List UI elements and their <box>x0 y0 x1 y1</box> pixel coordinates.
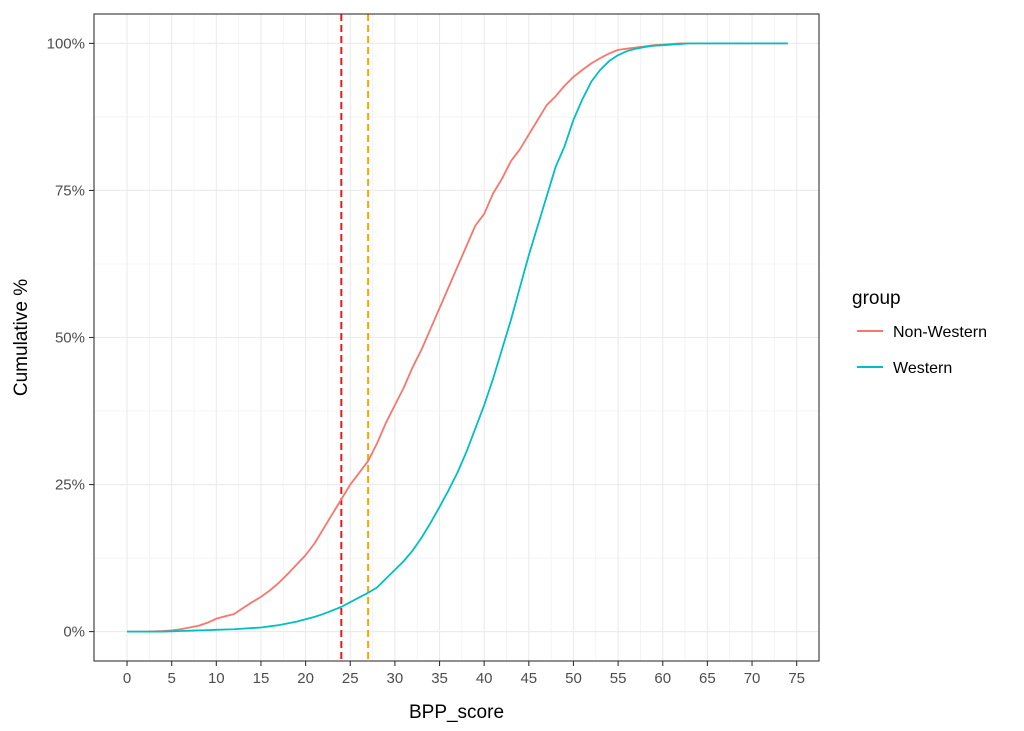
x-tick-label: 25 <box>342 670 359 687</box>
x-tick-label: 30 <box>387 670 404 687</box>
x-tick-label: 60 <box>654 670 671 687</box>
x-axis-ticks: 0 5 10 15 20 25 30 35 40 45 50 55 60 65 70 75 <box>123 661 805 687</box>
y-tick-label: 50% <box>55 330 85 347</box>
legend: group Non-Western Western <box>852 288 987 377</box>
x-tick-label: 35 <box>431 670 448 687</box>
series-lines <box>127 42 788 633</box>
legend-title: group <box>852 288 901 309</box>
reference-lines <box>340 14 370 661</box>
legend-entries: Non-Western Western <box>857 324 987 377</box>
x-tick-label: 70 <box>744 670 761 687</box>
x-tick-label: 45 <box>520 670 537 687</box>
y-tick-label: 100% <box>47 35 85 52</box>
y-tick-label: 0% <box>63 624 85 641</box>
x-tick-label: 5 <box>168 670 176 687</box>
x-tick-label: 65 <box>699 670 716 687</box>
x-tick-label: 10 <box>208 670 225 687</box>
x-tick-label: 15 <box>253 670 270 687</box>
x-tick-label: 40 <box>476 670 493 687</box>
x-tick-label: 0 <box>123 670 131 687</box>
y-tick-label: 75% <box>55 182 85 199</box>
x-tick-label: 55 <box>610 670 627 687</box>
x-tick-label: 50 <box>565 670 582 687</box>
y-axis-title: Cumulative % <box>11 279 32 396</box>
legend-label-0: Non-Western <box>893 324 987 341</box>
x-tick-label: 75 <box>788 670 805 687</box>
x-axis-title: BPP_score <box>409 702 504 723</box>
series-line-1 <box>127 42 788 633</box>
y-tick-label: 25% <box>55 477 85 494</box>
y-axis-ticks: 0% 25% 50% 75% 100% <box>47 35 94 641</box>
legend-label-1: Western <box>893 360 952 377</box>
x-tick-label: 20 <box>297 670 314 687</box>
major-gridlines <box>94 14 819 661</box>
